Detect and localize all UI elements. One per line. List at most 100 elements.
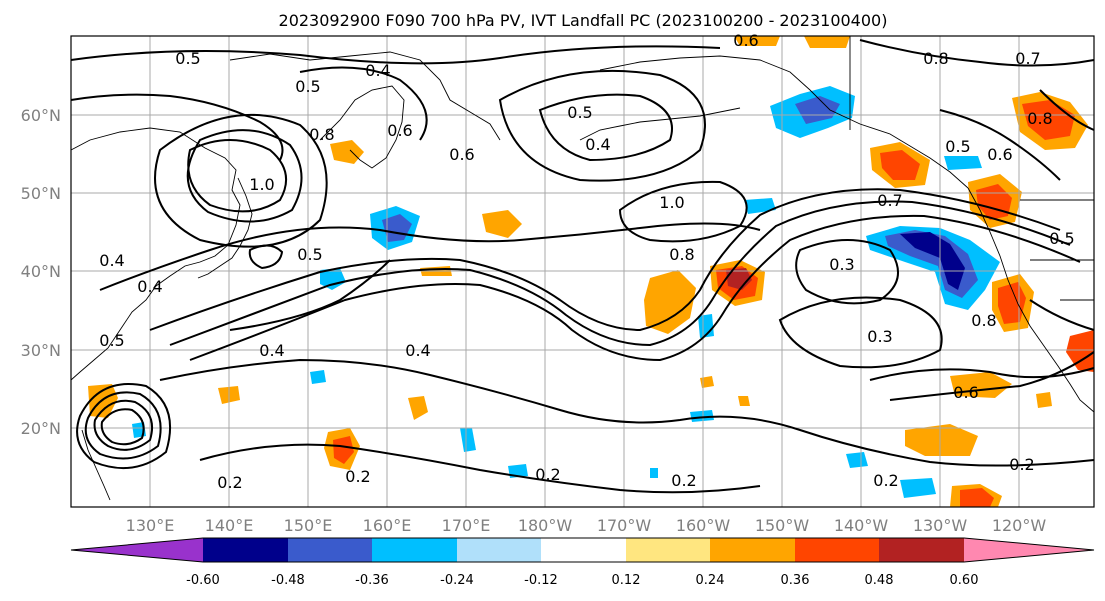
contour-label: 0.5: [297, 245, 322, 264]
contour-line: [159, 358, 1095, 467]
colorbar-tick-label: 0.12: [612, 573, 641, 588]
pv-contours: [70, 39, 1095, 494]
contour-line: [189, 214, 1081, 362]
contour-label: 0.2: [873, 471, 898, 490]
contour-label: 0.8: [1027, 109, 1052, 128]
anomaly-patch: [738, 396, 750, 406]
colorbar-segment: [964, 538, 1094, 562]
colorbar-tick-label: 0.48: [865, 573, 894, 588]
colorbar-tick-label: 0.60: [950, 573, 979, 588]
contour-line: [795, 239, 899, 305]
anomaly-patch: [900, 232, 965, 290]
contour-label: 0.5: [567, 103, 592, 122]
contour-label: 0.6: [449, 145, 474, 164]
colorbar-segment: [71, 538, 203, 562]
map-frame: [70, 35, 1095, 508]
colorbar-tick-label: 0.24: [696, 573, 725, 588]
contour-label: 0.6: [733, 31, 758, 50]
anomaly-patch: [650, 468, 658, 478]
anomaly-patch: [846, 452, 868, 468]
contour-line: [100, 408, 145, 446]
contour-line: [154, 113, 328, 248]
longitude-label: 170°E: [442, 516, 491, 535]
contour-label: 0.7: [1015, 49, 1040, 68]
figure-title: 2023092900 F090 700 hPa PV, IVT Landfall…: [279, 11, 888, 30]
colorbar-segment: [372, 538, 457, 562]
anomaly-patch: [408, 396, 428, 420]
contour-label: 0.5: [295, 77, 320, 96]
colorbar-tick-label: -0.60: [186, 573, 220, 588]
colorbar-tick-label: -0.24: [440, 573, 474, 588]
contour-label: 0.2: [1009, 455, 1034, 474]
contour-label: 0.4: [99, 251, 124, 270]
contour-label: 0.2: [217, 473, 242, 492]
longitude-label: 150°E: [284, 516, 333, 535]
colorbar-segment: [710, 538, 795, 562]
longitude-label: 160°E: [363, 516, 412, 535]
longitude-label: 120°W: [992, 516, 1047, 535]
negative-anomaly-shading: [132, 86, 1000, 498]
longitude-label: 180°W: [518, 516, 573, 535]
contour-label: 0.4: [585, 135, 610, 154]
colorbar-tick-label: -0.12: [524, 573, 558, 588]
anomaly-patch: [482, 210, 522, 238]
anomaly-patch: [1036, 392, 1052, 408]
contour-line: [229, 259, 391, 331]
contour-labels: 0.5 0.4 0.5 0.8 0.6 1.0 0.5 0.4 0.6 0.8 …: [99, 31, 1074, 492]
longitude-axis: 130°E 140°E 150°E 160°E 170°E 180°W 170°…: [126, 516, 1047, 535]
contour-label: 0.5: [175, 49, 200, 68]
longitude-label: 130°W: [913, 516, 968, 535]
latitude-label: 40°N: [21, 262, 61, 281]
anomaly-patch: [880, 150, 920, 180]
anomaly-patch: [700, 376, 714, 388]
contour-line: [76, 383, 172, 469]
contour-line: [538, 93, 673, 162]
contour-line: [618, 180, 748, 243]
contour-label: 0.2: [345, 467, 370, 486]
longitude-label: 160°W: [676, 516, 731, 535]
anomaly-patch: [644, 270, 696, 334]
contour-label: 0.4: [365, 61, 390, 80]
anomaly-patch: [88, 384, 118, 418]
anomaly-patch: [330, 140, 364, 164]
contour-line: [93, 399, 154, 451]
contour-line: [149, 188, 1061, 332]
contour-line: [889, 351, 1095, 401]
contour-label: 0.8: [669, 245, 694, 264]
anomaly-patch: [944, 156, 982, 170]
contour-label: 0.8: [309, 125, 334, 144]
contour-label: 0.6: [953, 383, 978, 402]
coastline-alaska: [599, 55, 969, 189]
colorbar-segment: [879, 538, 964, 562]
contour-line: [869, 367, 1095, 381]
anomaly-patch: [804, 36, 850, 48]
anomaly-patch: [1066, 330, 1094, 372]
contour-line: [859, 39, 1095, 67]
contour-line: [186, 129, 303, 223]
contour-label: 0.7: [877, 191, 902, 210]
anomaly-patch: [795, 96, 840, 124]
contour-label: 0.4: [137, 277, 162, 296]
contour-line: [248, 244, 284, 270]
contour-line: [939, 109, 1061, 181]
longitude-label: 170°W: [597, 516, 652, 535]
anomaly-patch: [460, 428, 476, 452]
longitude-label: 140°W: [834, 516, 889, 535]
colorbar-segment: [457, 538, 541, 562]
colorbar-outline: [70, 537, 1095, 563]
coastline-kamchatka: [319, 85, 405, 169]
colorbar-segment: [795, 538, 879, 562]
longitude-label: 130°E: [126, 516, 175, 535]
coastline-asia: [70, 127, 241, 381]
anomaly-patch: [744, 198, 776, 214]
contour-line: [299, 66, 428, 141]
contour-line: [84, 391, 162, 460]
latitude-label: 60°N: [21, 106, 61, 125]
anomaly-patch: [960, 488, 994, 507]
contour-line: [70, 45, 721, 65]
latitude-label: 50°N: [21, 184, 61, 203]
contour-label: 0.3: [829, 255, 854, 274]
anomaly-patch: [690, 410, 714, 422]
coastline-aleutians: [579, 107, 741, 141]
